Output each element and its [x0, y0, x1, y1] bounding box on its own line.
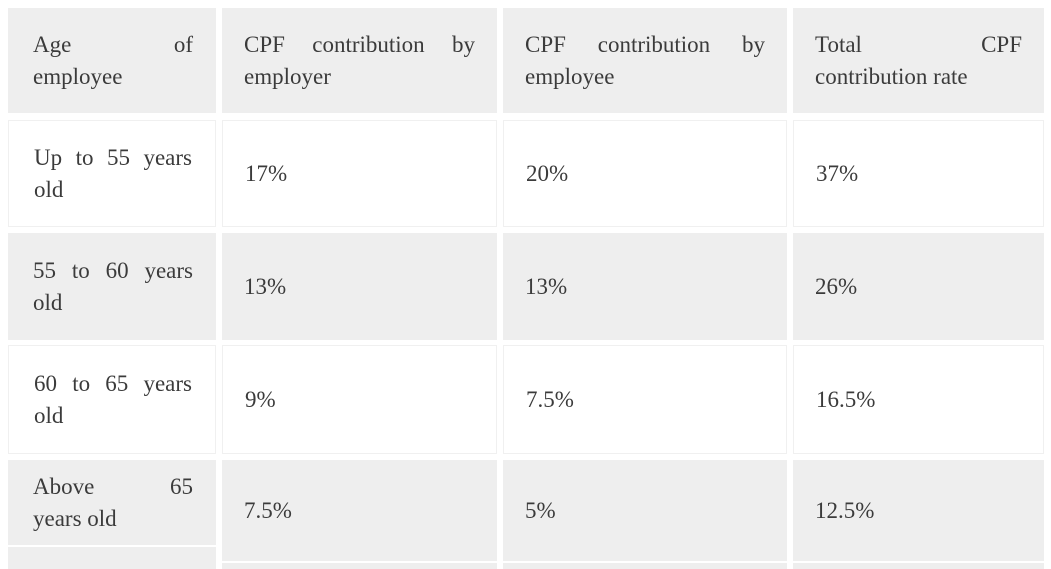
- employee-row3-value: 7.5%: [526, 386, 574, 412]
- age-row4-line1: Above 65: [33, 473, 193, 499]
- age-row2-line1: 55 to 60 years: [33, 257, 193, 283]
- cell-employer-row5-partial: [222, 563, 497, 569]
- cell-total-row5-partial: [793, 563, 1044, 569]
- total-row1-value: 37%: [816, 160, 859, 186]
- employee-row4-value: 5%: [525, 497, 556, 523]
- employee-row2-value: 13%: [525, 273, 568, 299]
- cell-employee-row1: 20%: [503, 120, 787, 227]
- employer-row1-value: 17%: [245, 160, 288, 186]
- cell-total-row2: 26%: [793, 233, 1044, 340]
- column-age-of-employee: Age of employee Up to 55 years old 55 to…: [8, 0, 216, 569]
- cell-employee-row4: 5%: [503, 460, 787, 561]
- age-row3-line1: 60 to 65 years: [34, 370, 192, 396]
- header-cell-age: Age of employee: [8, 8, 216, 113]
- age-row1-line1: Up to 55 years: [34, 144, 192, 170]
- cell-employer-row4: 7.5%: [222, 460, 497, 561]
- header-total-line1: Total CPF: [815, 31, 1022, 57]
- employer-row4-value: 7.5%: [244, 497, 292, 523]
- age-row1-line2: old: [34, 176, 64, 202]
- cell-age-row5-partial: [8, 547, 216, 569]
- employee-row1-value: 20%: [526, 160, 569, 186]
- header-age-line2: employee: [33, 63, 123, 89]
- age-row3-line2: old: [34, 402, 64, 428]
- cell-total-row3: 16.5%: [793, 345, 1044, 454]
- header-age-line1: Age of: [33, 31, 193, 57]
- header-cell-employer: CPF contribution by employer: [222, 8, 497, 113]
- header-cell-employee: CPF contribution by employee: [503, 8, 787, 113]
- cell-age-row1: Up to 55 years old: [8, 120, 216, 227]
- cell-age-row3: 60 to 65 years old: [8, 345, 216, 454]
- total-row2-value: 26%: [815, 273, 858, 299]
- cell-employee-row5-partial: [503, 563, 787, 569]
- header-cell-total: Total CPF contribution rate: [793, 8, 1044, 113]
- header-employer-line2: employer: [244, 63, 331, 89]
- cell-employee-row3: 7.5%: [503, 345, 787, 454]
- header-employee-line1: CPF contribution by: [525, 31, 765, 57]
- cell-employee-row2: 13%: [503, 233, 787, 340]
- header-total-line2: contribution rate: [815, 63, 968, 89]
- column-total-contribution-rate: Total CPF contribution rate 37% 26% 16.5…: [793, 0, 1044, 569]
- cell-total-row1: 37%: [793, 120, 1044, 227]
- cell-employer-row3: 9%: [222, 345, 497, 454]
- age-row2-line2: old: [33, 289, 63, 315]
- column-employee-contribution: CPF contribution by employee 20% 13% 7.5…: [503, 0, 787, 569]
- column-employer-contribution: CPF contribution by employer 17% 13% 9% …: [222, 0, 497, 569]
- cell-age-row2: 55 to 60 years old: [8, 233, 216, 340]
- cell-employer-row1: 17%: [222, 120, 497, 227]
- age-row4-line2: years old: [33, 505, 117, 531]
- employer-row2-value: 13%: [244, 273, 287, 299]
- total-row4-value: 12.5%: [815, 497, 875, 523]
- cell-age-row4: Above 65 years old: [8, 460, 216, 545]
- cell-employer-row2: 13%: [222, 233, 497, 340]
- header-employee-line2: employee: [525, 63, 615, 89]
- header-employer-line1: CPF contribution by: [244, 31, 475, 57]
- cell-total-row4: 12.5%: [793, 460, 1044, 561]
- total-row3-value: 16.5%: [816, 386, 876, 412]
- employer-row3-value: 9%: [245, 386, 276, 412]
